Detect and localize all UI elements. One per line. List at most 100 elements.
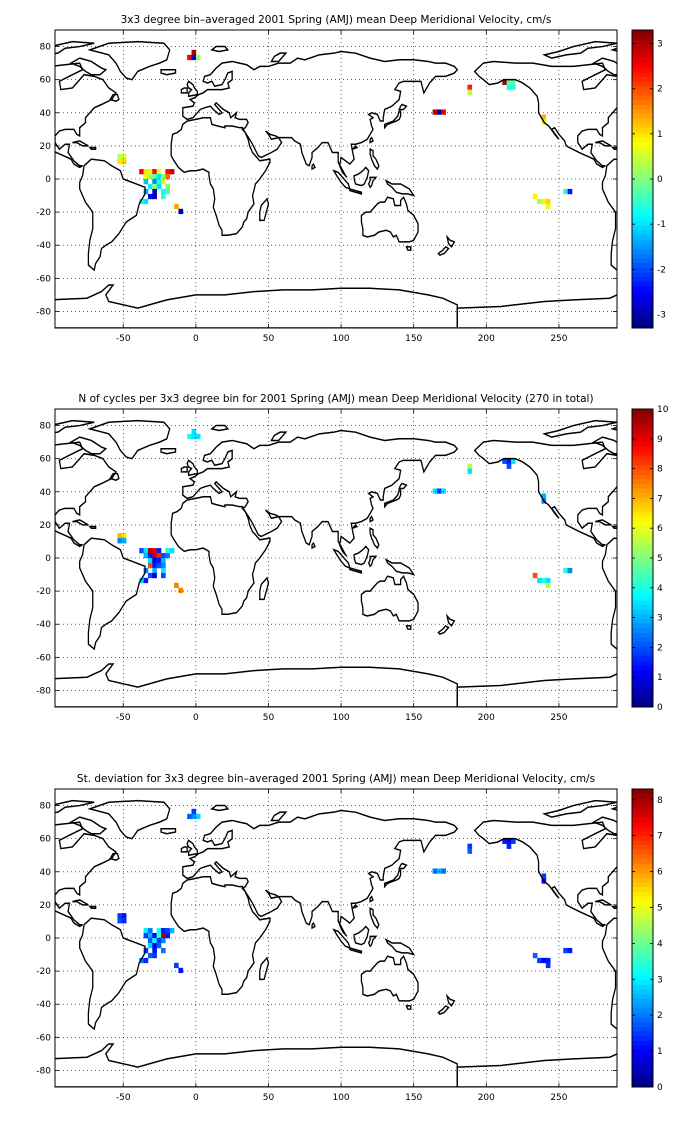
bin-cell bbox=[161, 572, 166, 579]
bin-cell bbox=[187, 54, 192, 61]
bin-cell bbox=[467, 468, 473, 474]
x-tick-label: 200 bbox=[478, 1093, 495, 1103]
grid-lines bbox=[55, 789, 617, 1087]
bin-cell bbox=[147, 928, 153, 934]
bin-cell bbox=[545, 198, 551, 205]
x-tick-label: 0 bbox=[193, 1093, 199, 1103]
bin-cell bbox=[121, 918, 127, 924]
y-tick-label: 60 bbox=[40, 835, 52, 845]
x-tick-label: 100 bbox=[332, 1093, 349, 1103]
bin-cell bbox=[563, 947, 568, 954]
bin-cell bbox=[156, 562, 162, 569]
data-bins bbox=[117, 49, 573, 215]
colorbar-tick-label: 7 bbox=[657, 494, 663, 504]
bin-cell bbox=[152, 174, 157, 180]
bin-cell bbox=[152, 548, 157, 554]
bin-cell bbox=[563, 567, 568, 574]
colorbar-tick-label: 1 bbox=[657, 130, 663, 140]
bin-cell bbox=[191, 49, 197, 56]
bin-cell bbox=[121, 159, 127, 165]
y-tick-label: -40 bbox=[36, 620, 51, 630]
bin-cell bbox=[165, 928, 171, 934]
bin-cell bbox=[139, 198, 144, 205]
bin-cell bbox=[567, 947, 573, 954]
bin-cell bbox=[161, 928, 166, 934]
bin-cell bbox=[567, 567, 573, 574]
bin-cell bbox=[147, 562, 153, 569]
y-tick-label: 60 bbox=[40, 455, 52, 465]
bin-cell bbox=[147, 553, 153, 559]
y-tick-label: -60 bbox=[36, 653, 51, 663]
bin-cell bbox=[169, 548, 175, 554]
bin-cell bbox=[117, 533, 123, 539]
colorbar-tick-label: 2 bbox=[657, 643, 663, 653]
bin-cell bbox=[432, 488, 438, 494]
colorbar-tick-label: 0 bbox=[657, 175, 663, 185]
bin-cell bbox=[152, 179, 157, 185]
bin-cell bbox=[147, 193, 153, 200]
y-tick-label: 40 bbox=[40, 868, 52, 878]
bin-cell bbox=[174, 203, 179, 210]
y-tick-label: -20 bbox=[36, 587, 51, 597]
bin-cell bbox=[156, 183, 162, 190]
y-tick-label: -80 bbox=[36, 686, 51, 696]
y-tick-label: -40 bbox=[36, 1000, 51, 1010]
y-tick-label: 40 bbox=[40, 488, 52, 498]
x-tick-label: 150 bbox=[405, 334, 422, 344]
x-tick-label: 50 bbox=[263, 713, 275, 723]
x-tick-label: 150 bbox=[405, 713, 422, 723]
bin-cell bbox=[143, 169, 149, 175]
bin-cell bbox=[174, 582, 179, 589]
bin-cell bbox=[165, 169, 171, 175]
x-tick-label: 250 bbox=[550, 334, 567, 344]
bin-cell bbox=[195, 813, 201, 820]
bin-cell bbox=[117, 154, 123, 160]
bin-cell bbox=[195, 54, 201, 61]
y-tick-label: 80 bbox=[40, 422, 52, 432]
bin-cell bbox=[147, 558, 153, 564]
x-tick-label: 250 bbox=[550, 713, 567, 723]
bin-cell bbox=[467, 89, 473, 95]
bin-cell bbox=[467, 848, 473, 854]
bin-cell bbox=[506, 458, 512, 464]
bin-cell bbox=[147, 952, 153, 959]
data-bins bbox=[117, 808, 573, 974]
bin-cell bbox=[156, 174, 162, 180]
bin-cell bbox=[178, 208, 184, 215]
bin-cell bbox=[143, 548, 149, 554]
x-tick-label: -50 bbox=[116, 334, 131, 344]
data-bins bbox=[117, 428, 573, 594]
bin-cell bbox=[506, 84, 512, 90]
y-tick-label: -20 bbox=[36, 208, 51, 218]
bin-cell bbox=[165, 174, 171, 180]
bin-cell bbox=[436, 868, 442, 874]
bin-cell bbox=[152, 193, 157, 200]
map-panel-2: N of cycles per 3x3 degree bin for 2001 … bbox=[36, 393, 669, 723]
bin-cell bbox=[506, 838, 512, 844]
bin-cell bbox=[143, 577, 149, 584]
bin-cell bbox=[152, 183, 157, 190]
x-tick-label: 250 bbox=[550, 1093, 567, 1103]
x-tick-label: 50 bbox=[263, 334, 275, 344]
bin-cell bbox=[532, 572, 538, 579]
bin-cell bbox=[436, 488, 442, 494]
bin-cell bbox=[191, 433, 197, 440]
colorbar-tick-label: 1 bbox=[657, 1047, 663, 1057]
bin-cell bbox=[161, 193, 166, 200]
bin-cell bbox=[161, 938, 166, 944]
map-title: St. deviation for 3x3 degree bin–average… bbox=[77, 773, 595, 785]
bin-cell bbox=[152, 553, 157, 559]
bin-cell bbox=[152, 942, 157, 949]
bin-cell bbox=[152, 169, 157, 175]
bin-cell bbox=[143, 198, 149, 205]
colorbar: 0 1 2 3 4 5 6 7 8 bbox=[631, 788, 663, 1093]
bin-cell bbox=[147, 938, 153, 944]
bin-cell bbox=[541, 114, 547, 120]
bin-cell bbox=[178, 587, 184, 594]
y-tick-label: -60 bbox=[36, 1033, 51, 1043]
colorbar-tick-label: 10 bbox=[657, 405, 669, 415]
colorbar-tick-label: 4 bbox=[657, 584, 663, 594]
bin-cell bbox=[436, 109, 442, 115]
bin-cell bbox=[467, 84, 473, 90]
